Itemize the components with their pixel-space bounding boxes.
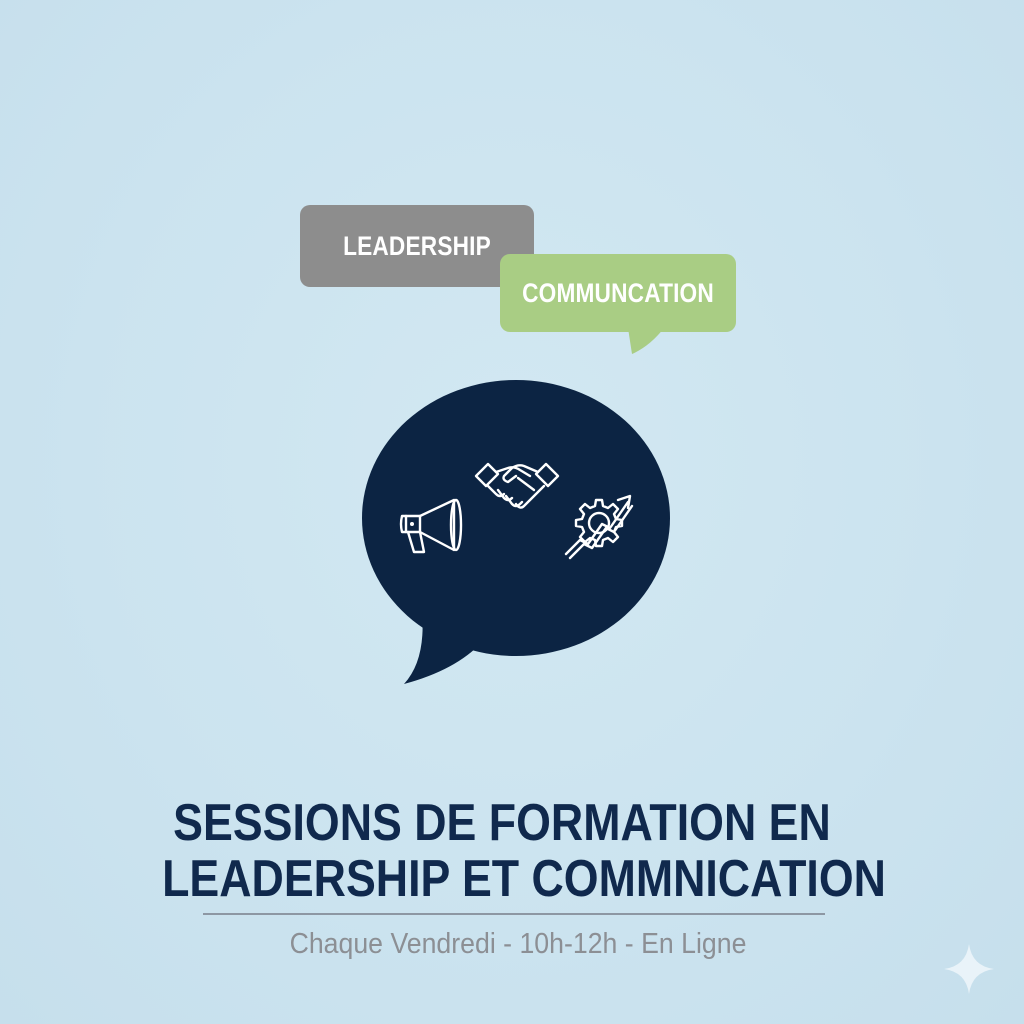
schedule-text: Chaque Vendredi - 10h-12h - En Ligne — [289, 928, 747, 960]
handshake-icon — [474, 462, 560, 509]
gear-growth-arrow-icon — [564, 494, 634, 560]
leadership-label: LEADERSHIP — [343, 230, 491, 261]
megaphone-icon — [399, 498, 463, 554]
leadership-bubble: LEADERSHIP — [300, 205, 534, 287]
communication-label: COMMUNCATION — [522, 277, 714, 308]
divider — [203, 913, 825, 915]
communication-bubble — [500, 254, 736, 354]
title-line-1: SESSIONS DE FORMATION EN — [173, 794, 831, 852]
main-speech-bubble — [362, 380, 670, 684]
sparkle-icon — [944, 944, 994, 994]
title-line-2: LEADERSHIP ET COMMNICATION — [162, 850, 886, 908]
